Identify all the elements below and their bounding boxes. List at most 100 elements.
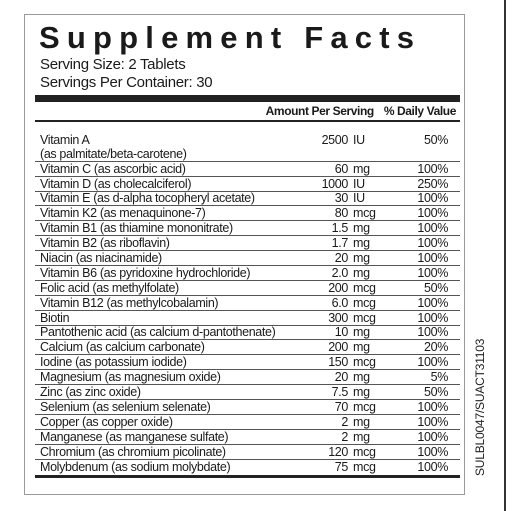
nutrient-unit: mcg xyxy=(353,310,376,325)
nutrient-name: Copper (as copper oxide) xyxy=(40,414,173,429)
nutrient-unit: mcg xyxy=(353,444,376,459)
nutrient-name: (as palmitate/beta-carotene) xyxy=(40,146,187,161)
nutrient-name: Calcium (as calcium carbonate) xyxy=(40,340,205,355)
nutrient-name: Manganese (as manganese sulfate) xyxy=(40,429,229,444)
table-row: Selenium (as selenium selenate) 70 mcg 100% xyxy=(35,400,460,415)
table-row: Chromium (as chromium picolinate) 120 mcg 1… xyxy=(35,445,460,460)
nutrient-daily-value: 5% xyxy=(430,370,449,385)
nutrient-daily-value: 100% xyxy=(417,325,448,340)
column-header: Amount Per Serving % Daily Value xyxy=(35,102,460,122)
nutrient-daily-value: 100% xyxy=(417,355,448,370)
nutrient-daily-value: 50% xyxy=(424,385,448,400)
nutrient-daily-value: 100% xyxy=(417,161,448,176)
nutrient-unit: mg xyxy=(353,414,370,429)
nutrient-amount: 200 xyxy=(328,340,348,355)
nutrient-amount: 150 xyxy=(328,355,348,370)
nutrient-unit: mcg xyxy=(353,295,376,310)
nutrient-amount: 2 xyxy=(341,414,348,429)
nutrient-name: Biotin xyxy=(40,310,70,325)
nutrient-amount: 20 xyxy=(334,370,349,385)
label-frame xyxy=(24,14,465,495)
nutrient-amount: 20 xyxy=(334,251,349,266)
nutrient-amount: 300 xyxy=(328,310,348,325)
nutrient-unit: mg xyxy=(353,429,370,444)
table-row: Pantothenic acid (as calcium d-pantothen… xyxy=(35,325,460,341)
nutrient-unit: mg xyxy=(353,161,370,176)
nutrient-name: Vitamin B2 (as riboflavin) xyxy=(40,236,170,251)
nutrient-amount: 10 xyxy=(334,325,349,340)
nutrient-unit: IU xyxy=(353,176,365,191)
nutrient-daily-value: 50% xyxy=(424,132,448,147)
nutrient-unit: mg xyxy=(353,251,370,266)
nutrient-amount: 2 xyxy=(341,429,348,444)
table-row: (as palmitate/beta-carotene) xyxy=(35,147,460,162)
nutrient-unit: mg xyxy=(353,236,370,251)
bottom-divider xyxy=(35,475,460,479)
table-row: Vitamin B2 (as riboflavin) 1.7 mg 100% xyxy=(35,236,460,252)
nutrient-name: Niacin (as niacinamide) xyxy=(40,251,162,266)
nutrient-amount: 120 xyxy=(328,444,348,459)
table-row: Niacin (as niacinamide) 20 mg 100% xyxy=(35,251,460,267)
nutrient-daily-value: 20% xyxy=(424,340,448,355)
nutrient-unit: mg xyxy=(353,221,370,236)
amount-per-serving-header: Amount Per Serving xyxy=(265,104,375,118)
nutrient-name: Iodine (as potassium iodide) xyxy=(40,355,187,370)
nutrient-daily-value: 250% xyxy=(417,176,448,191)
nutrient-name: Vitamin D (as cholecalciferol) xyxy=(40,176,192,191)
nutrient-amount: 70 xyxy=(334,399,349,414)
table-row: Manganese (as manganese sulfate) 2 mg 100% xyxy=(35,430,460,445)
nutrient-daily-value: 100% xyxy=(417,310,448,325)
nutrient-daily-value: 100% xyxy=(417,399,448,414)
nutrient-unit: mg xyxy=(353,265,370,280)
nutrient-name: Folic acid (as methylfolate) xyxy=(40,280,179,295)
nutrient-daily-value: 100% xyxy=(417,444,448,459)
table-row: Vitamin B1 (as thiamine mononitrate) 1.5 m… xyxy=(35,221,460,237)
nutrient-unit: mcg xyxy=(353,460,376,475)
table-row: Folic acid (as methylfolate) 200 mcg 50% xyxy=(35,281,460,296)
nutrient-unit: mcg xyxy=(353,280,376,295)
servings-per-container: Servings Per Container: 30 xyxy=(40,74,213,91)
nutrient-name: Vitamin B6 (as pyridoxine hydrochloride) xyxy=(40,265,251,280)
daily-value-header: % Daily Value xyxy=(383,104,457,118)
nutrient-daily-value: 100% xyxy=(417,414,448,429)
table-row: Biotin 300 mcg 100% xyxy=(35,311,460,326)
nutrient-amount: 1.7 xyxy=(331,236,349,251)
nutrient-name: Vitamin A xyxy=(40,132,90,147)
thick-divider xyxy=(35,95,460,102)
table-row: Vitamin A 2500 IU 50% xyxy=(35,132,460,147)
nutrient-unit: IU xyxy=(353,132,365,147)
nutrient-amount: 200 xyxy=(328,280,348,295)
nutrient-name: Zinc (as zinc oxide) xyxy=(40,385,141,400)
nutrient-unit: IU xyxy=(353,191,365,206)
nutrient-name: Vitamin K2 (as menaquinone-7) xyxy=(40,206,206,221)
nutrient-amount: 6.0 xyxy=(331,295,349,310)
nutrient-daily-value: 50% xyxy=(424,280,448,295)
page-edge-line xyxy=(504,0,506,511)
nutrient-daily-value: 100% xyxy=(417,221,448,236)
panel-title: Supplement Facts xyxy=(39,20,422,55)
table-row: Vitamin E (as d-alpha tocopheryl acetate… xyxy=(35,191,460,207)
nutrient-unit: mcg xyxy=(353,355,376,370)
nutrient-amount: 60 xyxy=(334,161,349,176)
nutrient-daily-value: 100% xyxy=(417,429,448,444)
nutrient-daily-value: 100% xyxy=(417,295,448,310)
nutrient-name: Vitamin C (as ascorbic acid) xyxy=(40,161,186,176)
table-row: Vitamin B12 (as methylcobalamin) 6.0 mcg 10… xyxy=(35,296,460,311)
supplement-facts-panel: Supplement Facts Serving Size: 2 Tablets… xyxy=(35,20,460,479)
nutrient-name: Pantothenic acid (as calcium d-pantothen… xyxy=(40,325,276,340)
nutrient-list: Vitamin A 2500 IU 50% (as palmitate/beta-car… xyxy=(35,132,460,474)
nutrient-unit: mcg xyxy=(353,399,376,414)
table-row: Magnesium (as magnesium oxide) 20 mg 5% xyxy=(35,370,460,386)
nutrient-name: Chromium (as chromium picolinate) xyxy=(40,444,226,459)
nutrient-amount: 30 xyxy=(334,191,349,206)
nutrient-amount: 7.5 xyxy=(331,385,349,400)
nutrient-daily-value: 100% xyxy=(417,236,448,251)
nutrient-daily-value: 100% xyxy=(417,265,448,280)
nutrient-name: Vitamin B1 (as thiamine mononitrate) xyxy=(40,221,233,236)
nutrient-daily-value: 100% xyxy=(417,460,448,475)
nutrient-daily-value: 100% xyxy=(417,251,448,266)
table-row: Iodine (as potassium iodide) 150 mcg 100% xyxy=(35,355,460,371)
nutrient-unit: mg xyxy=(353,325,370,340)
nutrient-amount: 80 xyxy=(334,206,349,221)
table-row: Vitamin C (as ascorbic acid) 60 mg 100% xyxy=(35,162,460,177)
